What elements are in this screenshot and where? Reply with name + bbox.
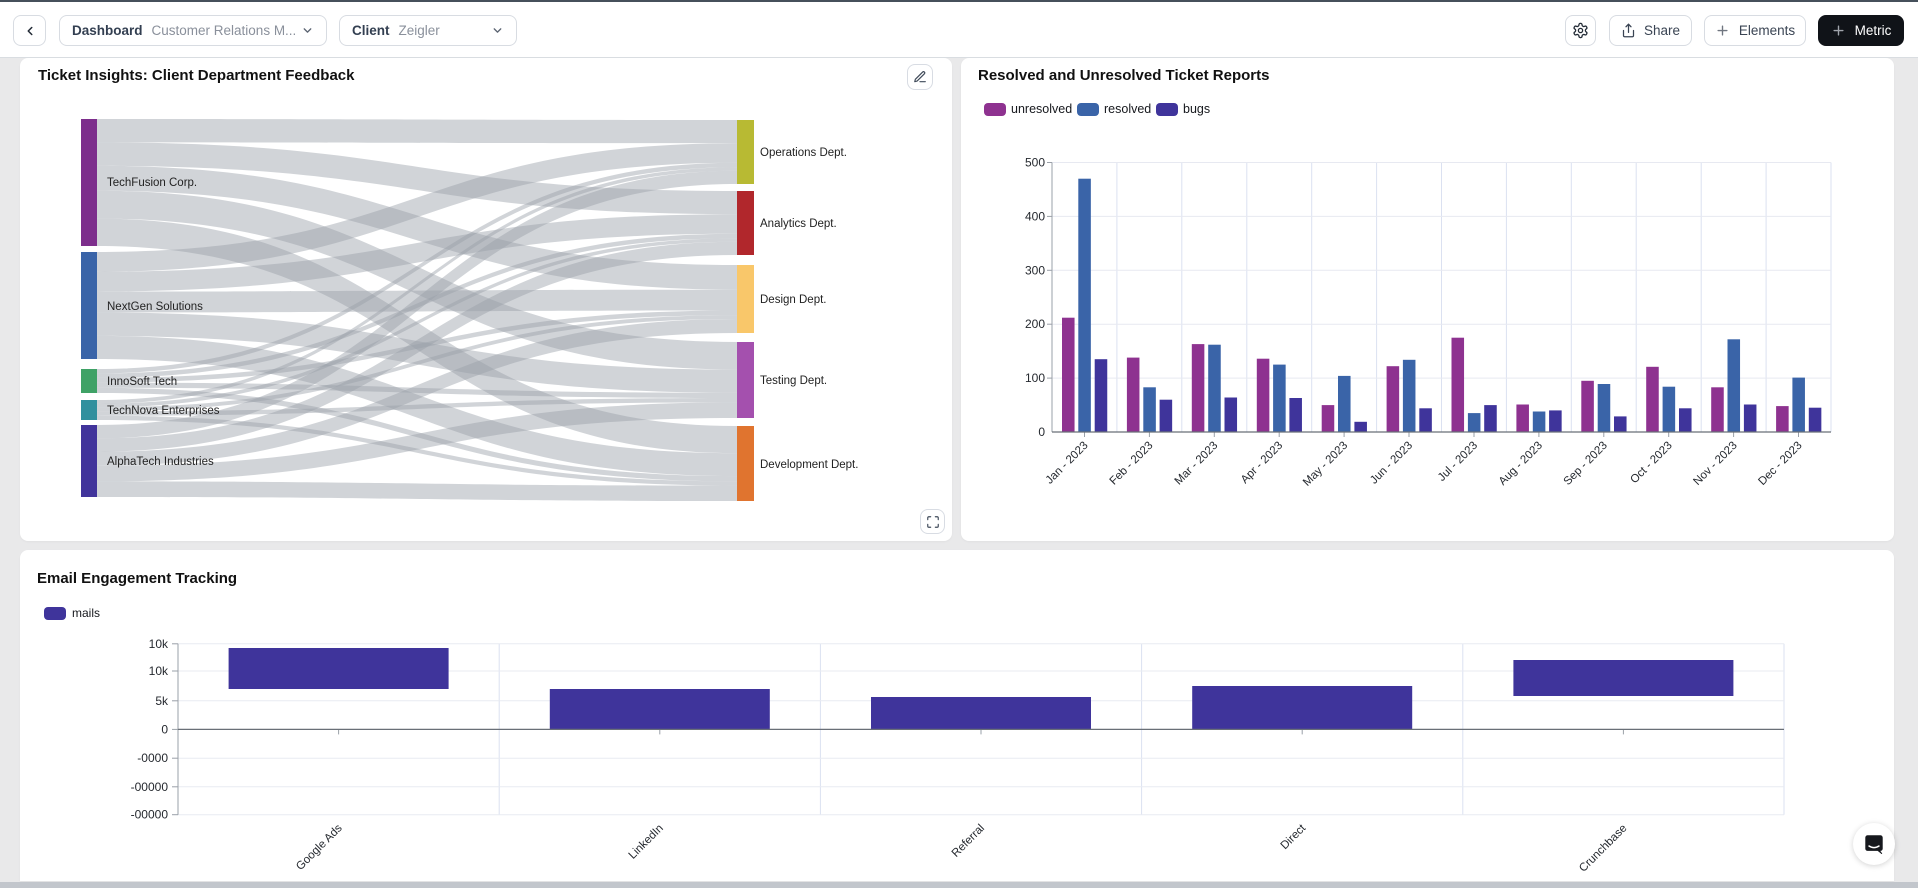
svg-text:Mar - 2023: Mar - 2023 (1173, 440, 1221, 488)
svg-text:LinkedIn: LinkedIn (627, 822, 666, 861)
svg-text:0: 0 (161, 722, 168, 736)
svg-text:Aug - 2023: Aug - 2023 (1497, 440, 1545, 488)
svg-text:May - 2023: May - 2023 (1301, 440, 1350, 489)
svg-text:0: 0 (1038, 425, 1045, 439)
svg-text:Oct - 2023: Oct - 2023 (1628, 440, 1674, 486)
svg-text:TechNova Enterprises: TechNova Enterprises (107, 405, 220, 417)
svg-text:5k: 5k (155, 694, 169, 708)
svg-text:Jul - 2023: Jul - 2023 (1436, 440, 1480, 484)
svg-text:Jun - 2023: Jun - 2023 (1368, 440, 1415, 487)
svg-text:10k: 10k (149, 664, 169, 678)
svg-text:Development Dept.: Development Dept. (760, 459, 858, 471)
svg-text:Dec - 2023: Dec - 2023 (1756, 440, 1804, 488)
svg-text:10k: 10k (149, 637, 169, 651)
svg-text:NextGen Solutions: NextGen Solutions (107, 301, 203, 313)
svg-text:Direct: Direct (1279, 822, 1309, 852)
svg-text:Crunchbase: Crunchbase (1577, 822, 1629, 874)
svg-text:Referral: Referral (950, 822, 987, 859)
svg-text:300: 300 (1025, 263, 1045, 277)
svg-text:Design Dept.: Design Dept. (760, 294, 826, 306)
svg-text:-0000: -0000 (137, 751, 168, 765)
svg-text:200: 200 (1025, 317, 1045, 331)
svg-text:400: 400 (1025, 209, 1045, 223)
svg-text:500: 500 (1025, 156, 1045, 170)
svg-text:InnoSoft Tech: InnoSoft Tech (107, 376, 177, 388)
svg-text:100: 100 (1025, 371, 1045, 385)
svg-text:-00000: -00000 (131, 780, 169, 794)
svg-text:Operations Dept.: Operations Dept. (760, 147, 847, 159)
svg-text:Jan - 2023: Jan - 2023 (1044, 440, 1091, 487)
svg-text:Sep - 2023: Sep - 2023 (1562, 440, 1610, 488)
svg-text:AlphaTech Industries: AlphaTech Industries (107, 456, 214, 468)
svg-text:-00000: -00000 (131, 808, 169, 822)
svg-text:Feb - 2023: Feb - 2023 (1108, 440, 1156, 488)
svg-text:Google Ads: Google Ads (294, 822, 345, 873)
svg-text:TechFusion Corp.: TechFusion Corp. (107, 177, 197, 189)
svg-text:Nov - 2023: Nov - 2023 (1691, 440, 1739, 488)
svg-text:Analytics Dept.: Analytics Dept. (760, 218, 837, 230)
svg-text:Testing Dept.: Testing Dept. (760, 375, 827, 387)
svg-text:Apr - 2023: Apr - 2023 (1239, 440, 1285, 486)
